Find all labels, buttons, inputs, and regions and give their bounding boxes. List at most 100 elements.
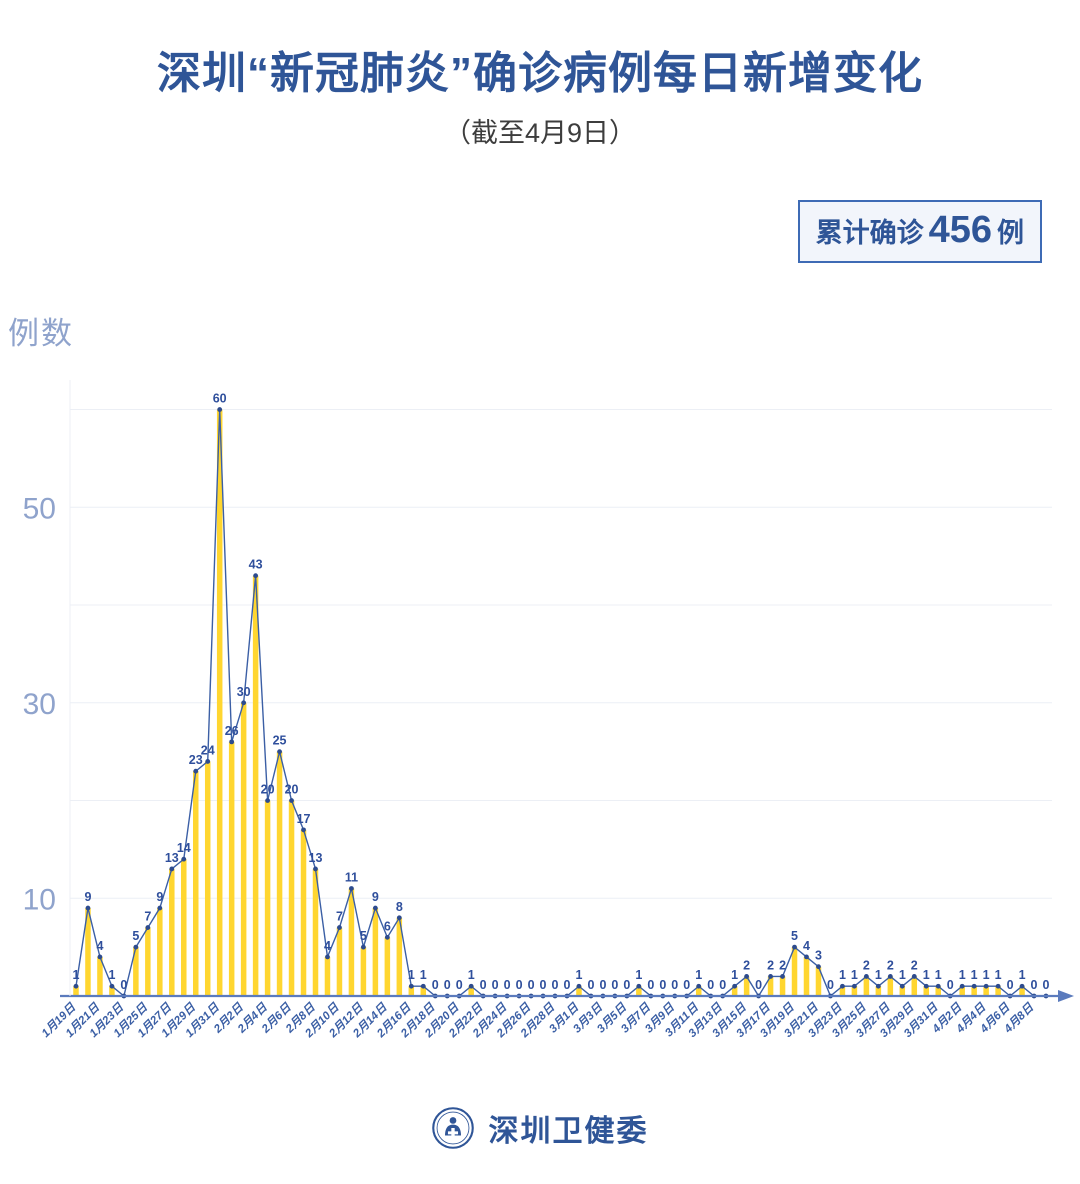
data-point-label: 30	[237, 685, 251, 699]
data-point-marker	[875, 983, 881, 989]
bar	[181, 859, 187, 996]
data-point-label: 7	[144, 910, 151, 924]
footer-org-name: 深圳卫健委	[488, 1115, 649, 1148]
data-point-label: 1	[695, 968, 702, 982]
data-point-label: 1	[995, 968, 1002, 982]
data-point-label: 6	[384, 919, 391, 933]
data-point-marker	[899, 983, 905, 989]
bar	[133, 947, 139, 996]
bar	[192, 771, 199, 996]
bar	[839, 986, 846, 996]
data-point-marker	[852, 983, 857, 989]
data-point-label: 60	[213, 392, 227, 406]
page-subtitle: （截至4月9日）	[443, 118, 637, 148]
data-point-label: 24	[201, 743, 215, 757]
data-point-label: 2	[887, 958, 894, 972]
data-point-marker	[911, 974, 917, 979]
total-confirmed-badge: 累计确诊 456 例	[797, 200, 1042, 263]
data-point-label: 0	[480, 978, 487, 992]
total-confirmed-badge-container: 累计确诊 456 例	[797, 200, 1042, 263]
data-point-label: 4	[324, 939, 331, 953]
data-point-marker	[816, 964, 821, 970]
data-point-label: 1	[420, 968, 427, 982]
data-point-label: 4	[96, 939, 103, 953]
data-point-label: 1	[899, 968, 906, 982]
bar	[204, 761, 211, 996]
data-point-label: 0	[564, 978, 571, 992]
data-point-marker	[768, 974, 773, 979]
data-point-label: 0	[504, 978, 511, 992]
data-point-marker	[959, 983, 965, 989]
data-point-marker	[408, 983, 414, 989]
data-point-marker	[372, 905, 378, 911]
data-point-label: 2	[743, 958, 750, 972]
data-point-label: 1	[1019, 968, 1026, 982]
data-point-label: 1	[108, 968, 115, 982]
data-point-label: 2	[779, 958, 786, 972]
data-point-label: 0	[611, 978, 618, 992]
data-point-marker	[349, 886, 354, 891]
data-point-marker	[576, 983, 582, 989]
bar	[959, 986, 965, 996]
data-point-label: 0	[444, 978, 451, 992]
data-point-label: 8	[396, 900, 403, 914]
y-axis-tick-label: 10	[23, 883, 56, 916]
data-point-label: 7	[336, 910, 343, 924]
bar	[468, 986, 474, 996]
bar	[252, 575, 259, 996]
data-point-label: 26	[225, 724, 239, 738]
bar	[288, 800, 295, 996]
data-point-marker	[217, 407, 223, 412]
data-point-label: 9	[84, 890, 91, 904]
bar	[157, 908, 163, 996]
bar	[109, 986, 115, 996]
data-point-label: 2	[767, 958, 774, 972]
data-point-label: 0	[1007, 978, 1014, 992]
bar	[73, 986, 79, 996]
bar	[875, 986, 882, 996]
data-point-marker	[468, 983, 474, 989]
data-point-label: 0	[647, 978, 654, 992]
bar	[420, 986, 427, 996]
bar	[169, 868, 175, 996]
bar	[743, 976, 750, 996]
data-point-marker	[995, 983, 1001, 989]
bar	[887, 976, 894, 996]
x-axis-ticks-group: 1月19日1月21日1月23日1月25日1月27日1月29日1月31日2月2日2…	[39, 1000, 1037, 1041]
data-point-label: 0	[587, 978, 594, 992]
data-point-marker	[241, 700, 247, 706]
bar	[336, 927, 343, 996]
data-point-label: 0	[528, 978, 535, 992]
bar	[408, 986, 415, 996]
data-point-marker	[181, 856, 187, 862]
bar	[97, 956, 103, 996]
bar	[348, 888, 355, 996]
bar	[216, 409, 223, 996]
bar	[995, 986, 1001, 996]
data-point-label: 1	[983, 968, 990, 982]
data-point-label: 0	[599, 978, 606, 992]
data-point-label: 0	[719, 978, 726, 992]
data-point-label: 1	[959, 968, 966, 982]
data-point-marker	[971, 983, 977, 989]
data-point-label: 25	[273, 734, 287, 748]
y-axis-title: 例数	[8, 316, 74, 351]
data-point-marker	[887, 974, 893, 979]
chart-header: 深圳“新冠肺炎”确诊病例每日新增变化 （截至4月9日）	[0, 0, 1080, 150]
bar	[360, 947, 367, 996]
bar	[923, 986, 930, 996]
data-point-marker	[289, 798, 294, 803]
data-point-label: 1	[971, 968, 978, 982]
data-point-label: 0	[707, 978, 714, 992]
data-point-marker	[253, 573, 259, 579]
data-point-label: 1	[875, 968, 882, 982]
data-point-marker	[145, 925, 151, 930]
data-point-marker	[1019, 983, 1025, 989]
bar	[372, 908, 379, 996]
page-title: 深圳“新冠肺炎”确诊病例每日新增变化	[157, 49, 923, 98]
bar	[145, 927, 151, 996]
data-point-label: 0	[623, 978, 630, 992]
data-point-marker	[696, 983, 702, 989]
data-point-label: 23	[189, 753, 203, 767]
gridlines-group	[70, 409, 1052, 899]
